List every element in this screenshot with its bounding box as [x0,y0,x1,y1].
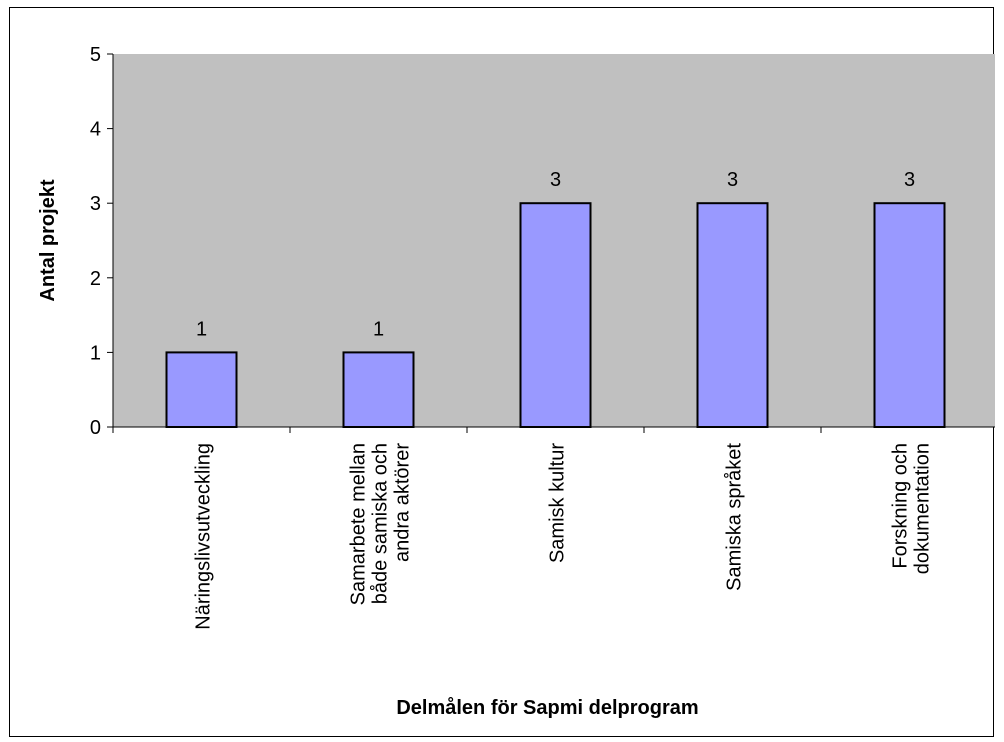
y-tick-label: 1 [90,342,101,364]
y-axis: 0 1 2 3 4 5 [90,44,114,439]
category-label-line: Samiska språket [724,443,746,591]
category-labels: Näringslivsutveckling Samarbete mellan båd… [193,443,934,630]
y-tick-label: 2 [90,268,101,290]
category-label: Samarbete mellan både samiska och andra ak… [348,443,414,606]
category-label-line: Forskning och [890,443,912,569]
bar [696,202,769,428]
category-label: Forskning och dokumentation [890,443,934,574]
bar-chart: 0 1 2 3 4 5 1 1 3 3 3 Näringslivsutveckling Samarb… [37,44,995,719]
category-label: Samisk kultur [547,443,569,563]
category-label-line: Samisk kultur [547,443,569,563]
bar-labels: 1 1 3 3 3 [196,169,915,340]
category-label-line: Samarbete mellan [348,443,370,605]
bar [873,202,946,428]
bar [342,351,415,428]
bar-value-label: 1 [196,318,207,340]
y-tick-label: 3 [90,193,101,215]
y-axis-title: Antal projekt [37,179,59,302]
bar-value-label: 3 [727,169,738,191]
y-tick-label: 5 [90,44,101,66]
bar [165,351,238,428]
bar [519,202,592,428]
category-label-line: andra aktörer [392,443,414,562]
x-axis-title: Delmålen för Sapmi delprogram [396,696,698,719]
y-tick-label: 0 [90,417,101,439]
bar-value-label: 3 [904,169,915,191]
bars [165,202,946,428]
y-tick-label: 4 [90,119,101,141]
bar-value-label: 1 [373,318,384,340]
category-label-line: Näringslivsutveckling [193,443,215,630]
category-label: Samiska språket [724,443,746,591]
category-label-line: dokumentation [912,443,934,574]
category-label-line: både samiska och [370,443,392,604]
category-label: Näringslivsutveckling [193,443,215,630]
chart-frame: 0 1 2 3 4 5 1 1 3 3 3 Näringslivsutveckling Samarb… [9,7,995,737]
bar-value-label: 3 [550,169,561,191]
